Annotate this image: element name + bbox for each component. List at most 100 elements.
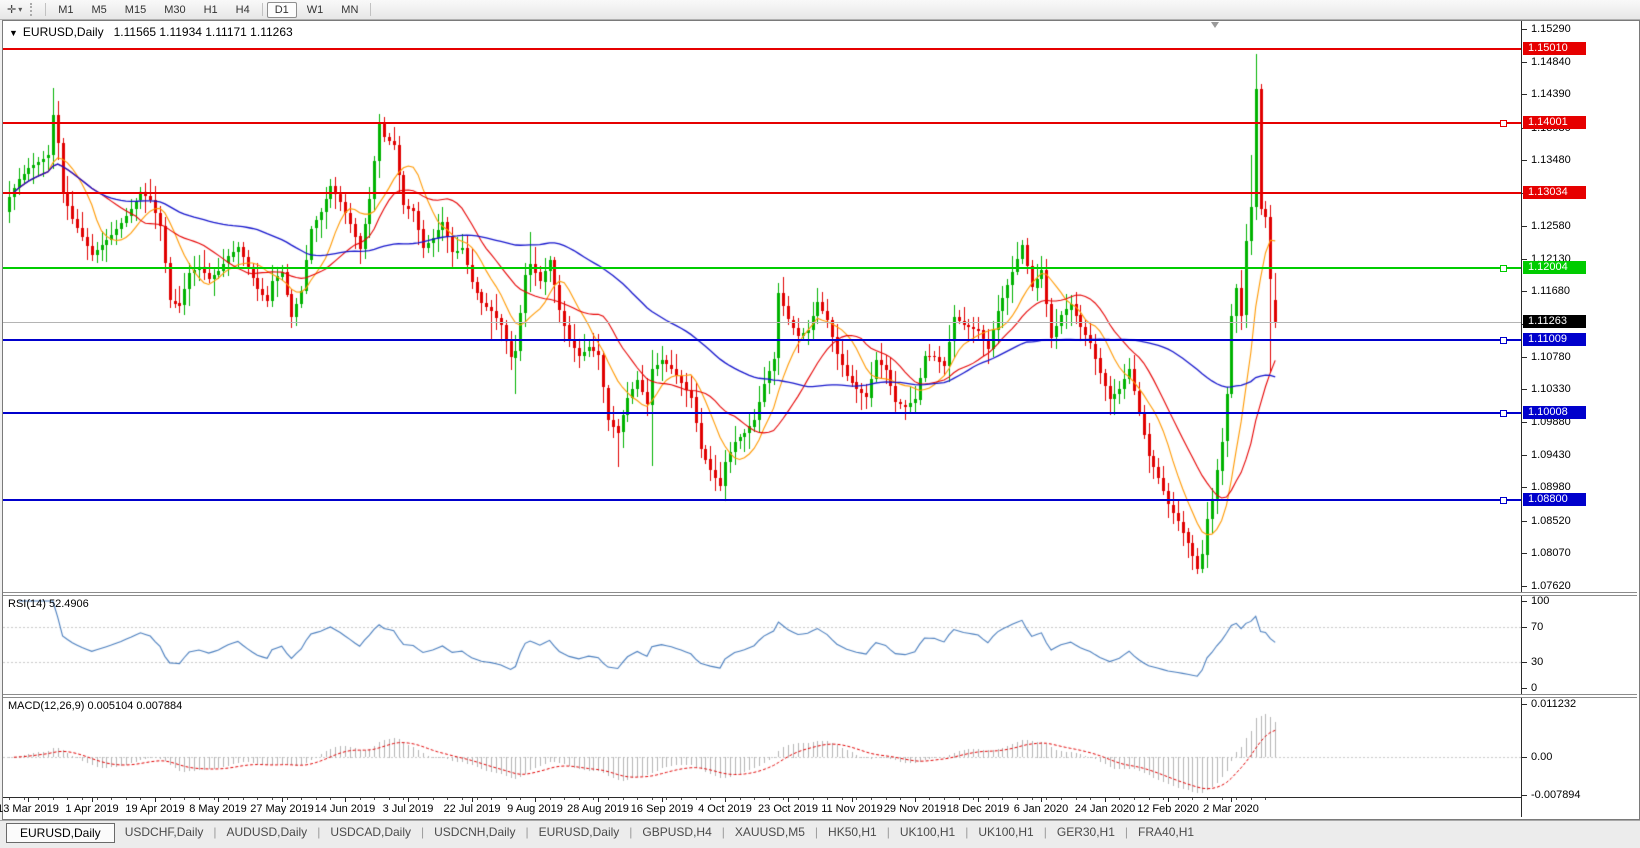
time-axis-minor-tick — [1134, 798, 1135, 800]
timeframe-button-m15[interactable]: M15 — [124, 3, 147, 16]
chart-tabs-bar: EURUSD,Daily USDCHF,Daily | AUDUSD,Daily | US… — [0, 820, 1640, 848]
price-level-badge: 1.10008 — [1523, 406, 1586, 419]
time-axis-minor-tick — [462, 798, 463, 800]
tab-divider: | — [814, 825, 819, 839]
time-axis-major-tick — [92, 798, 93, 802]
tab-divider: | — [629, 825, 633, 839]
time-axis-minor-tick — [886, 798, 887, 800]
time-axis-minor-tick — [813, 798, 814, 800]
rsi-axis-tick: 0 — [1521, 682, 1538, 694]
price-axis-tick: 1.13480 — [1522, 154, 1571, 166]
time-axis-minor-tick — [1017, 798, 1018, 800]
horizontal-level-line[interactable] — [3, 412, 1521, 414]
chart-tab-usdchf-daily[interactable]: USDCHF,Daily — [124, 825, 204, 839]
time-axis-minor-tick — [579, 798, 580, 800]
panel-splitter[interactable] — [3, 592, 1637, 596]
line-anchor-handle[interactable] — [1500, 410, 1507, 417]
chart-tab-gbpusd-h4[interactable]: GBPUSD,H4 — [642, 825, 712, 839]
chart-tab-uk100-h1[interactable]: UK100,H1 — [978, 825, 1034, 839]
date-axis-label: 16 Sep 2019 — [630, 803, 694, 815]
line-anchor-handle[interactable] — [1500, 497, 1507, 504]
date-axis-label: 14 Jun 2019 — [314, 803, 376, 815]
time-axis-minor-tick — [623, 798, 624, 800]
chart-tab-uk100-h1[interactable]: UK100,H1 — [899, 825, 956, 839]
macd-label: MACD(12,26,9) 0.005104 0.007884 — [8, 700, 183, 712]
time-axis-minor-tick — [973, 798, 974, 800]
time-axis-minor-tick — [1222, 798, 1223, 800]
date-axis-label: 13 Mar 2019 — [0, 803, 59, 815]
time-axis-minor-tick — [374, 798, 375, 800]
chart-tab-fra40-h1[interactable]: FRA40,H1 — [1138, 825, 1195, 839]
timeframe-button-m1[interactable]: M1 — [58, 3, 74, 16]
collapse-chart-icon[interactable]: ▼ — [9, 28, 18, 38]
toolbar-separator — [370, 3, 372, 16]
time-axis-minor-tick — [67, 798, 68, 800]
line-anchor-handle[interactable] — [1500, 337, 1507, 344]
chart-tab-eurusd-daily[interactable]: EURUSD,Daily — [538, 825, 620, 839]
time-axis-minor-tick — [403, 798, 404, 800]
toolbar-grip[interactable] — [30, 3, 36, 16]
time-axis-major-tick — [662, 798, 663, 802]
price-axis-tick: 1.09430 — [1522, 449, 1571, 461]
price-axis-tick: 1.10780 — [1522, 351, 1571, 363]
chart-tab-eurusd-daily[interactable]: EURUSD,Daily — [6, 823, 115, 843]
timeframe-button-h1[interactable]: H1 — [203, 3, 218, 16]
timeframe-button-m30[interactable]: M30 — [164, 3, 186, 16]
macd-axis-tick: -0.007894 — [1522, 789, 1581, 801]
macd-indicator-canvas[interactable] — [3, 697, 1521, 797]
time-axis-minor-tick — [827, 798, 828, 800]
price-level-badge: 1.14001 — [1523, 116, 1586, 129]
time-axis-minor-tick — [360, 798, 361, 800]
crosshair-tool-button[interactable]: ✛ ▾ — [3, 2, 26, 17]
panel-splitter[interactable] — [3, 694, 1637, 698]
date-axis-label: 12 Feb 2020 — [1137, 803, 1199, 815]
timeframe-toolbar: ✛ ▾ M1 M5 M15 M30 H1 H4 D1 W1 MN — [0, 0, 1640, 20]
chart-tab-ger30-h1[interactable]: GER30,H1 — [1056, 825, 1115, 839]
price-chart-canvas[interactable] — [3, 21, 1521, 592]
time-axis-major-tick — [915, 798, 916, 802]
horizontal-level-line[interactable] — [3, 48, 1521, 50]
chart-window: ▼ EURUSD,Daily 1.11565 1.11934 1.11171 1.1… — [0, 20, 1640, 820]
time-axis-minor-tick — [550, 798, 551, 800]
price-axis[interactable]: 1.152901.148401.143901.139301.134801.130… — [1521, 21, 1639, 817]
date-axis-label: 23 Oct 2019 — [758, 803, 818, 815]
timeframe-button-d1[interactable]: D1 — [266, 1, 297, 18]
price-level-badge: 1.11263 — [1523, 315, 1586, 328]
macd-axis-tick: 0.011232 — [1521, 698, 1577, 710]
timeframe-button-h4[interactable]: H4 — [235, 3, 250, 16]
time-axis-major-tick — [598, 798, 599, 802]
time-axis-major-tick — [535, 798, 536, 802]
timeframe-button-mn[interactable]: MN — [341, 3, 359, 16]
toolbar-separator — [45, 3, 47, 16]
time-axis[interactable]: 13 Mar 2019 1 Apr 2019 19 Apr 2019 8 May 20… — [0, 797, 1521, 818]
date-axis-label: 11 Nov 2019 — [821, 803, 883, 815]
time-axis-major-tick — [282, 798, 283, 802]
chevron-down-icon[interactable]: ▾ — [18, 5, 23, 14]
time-axis-minor-tick — [520, 798, 521, 800]
tab-divider: | — [317, 825, 321, 839]
time-axis-minor-tick — [710, 798, 711, 800]
time-axis-minor-tick — [1002, 798, 1003, 800]
timeframe-button-w1[interactable]: W1 — [306, 3, 324, 16]
time-axis-minor-tick — [1251, 798, 1252, 800]
date-axis-label: 1 Apr 2019 — [65, 803, 119, 815]
line-anchor-handle[interactable] — [1500, 120, 1507, 127]
chart-tab-hk50-h1[interactable]: HK50,H1 — [828, 825, 877, 839]
timeframe-button-m5[interactable]: M5 — [91, 3, 107, 16]
autoscroll-shift-marker-icon[interactable] — [1211, 22, 1219, 28]
rsi-indicator-canvas[interactable] — [3, 595, 1521, 694]
chart-tab-audusd-daily[interactable]: AUDUSD,Daily — [226, 825, 308, 839]
price-axis-tick: 1.12580 — [1522, 220, 1571, 232]
chart-tab-usdcnh-daily[interactable]: USDCNH,Daily — [434, 825, 516, 839]
price-axis-tick: 1.10330 — [1522, 383, 1571, 395]
chart-tab-xauusd-m5[interactable]: XAUUSD,M5 — [734, 825, 805, 839]
line-anchor-handle[interactable] — [1500, 265, 1507, 272]
chart-tab-usdcad-daily[interactable]: USDCAD,Daily — [330, 825, 411, 839]
horizontal-level-line[interactable] — [3, 267, 1521, 269]
chart-title-row: ▼ EURUSD,Daily 1.11565 1.11934 1.11171 1.1… — [9, 25, 293, 39]
horizontal-level-line[interactable] — [3, 499, 1521, 501]
horizontal-level-line[interactable] — [3, 192, 1521, 194]
horizontal-level-line[interactable] — [3, 339, 1521, 341]
horizontal-level-line[interactable] — [3, 122, 1521, 124]
